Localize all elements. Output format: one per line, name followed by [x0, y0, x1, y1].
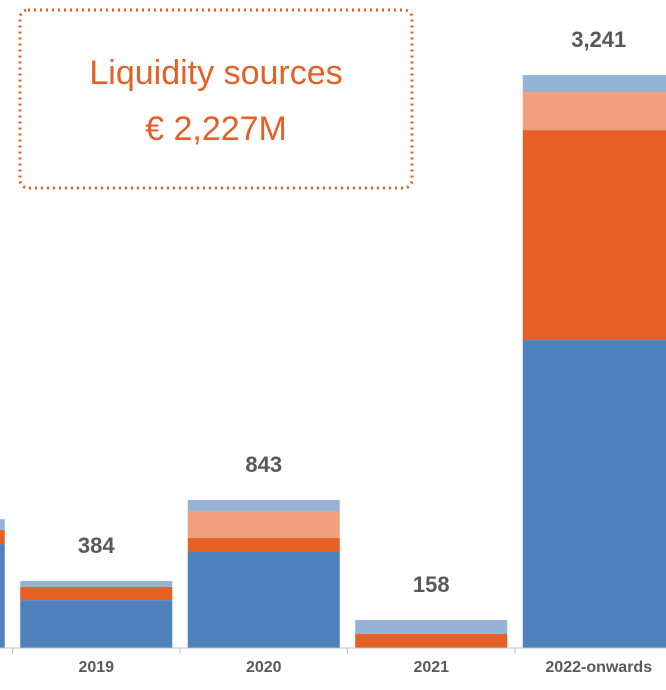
bar-segment — [187, 500, 340, 512]
total-label: 384 — [78, 533, 115, 558]
bar-segment — [522, 75, 666, 93]
x-tick-label: 2020 — [246, 659, 282, 676]
bar-segment — [355, 620, 508, 635]
bar-segment — [187, 511, 340, 539]
bar-segment — [522, 130, 666, 341]
bar-segment — [355, 634, 508, 648]
annotation-line: € 2,227M — [145, 110, 287, 148]
annotation-line: Liquidity sources — [89, 54, 342, 92]
annotation-box — [18, 8, 414, 190]
bar-segment — [522, 92, 666, 131]
bar-segment — [20, 581, 173, 588]
bar-segment — [187, 538, 340, 553]
x-tick-label: 2021 — [413, 659, 449, 676]
bar-segment — [0, 544, 5, 648]
total-label: 3,241 — [571, 27, 626, 52]
total-label: 158 — [413, 572, 450, 597]
bar-segment — [20, 587, 173, 601]
x-tick-label: 2022-onwards — [545, 659, 652, 676]
x-tick-label: 2019 — [78, 659, 114, 676]
bar-segment — [522, 340, 666, 648]
bar-segment — [20, 600, 173, 648]
bar-segment — [187, 552, 340, 648]
bar-segment — [0, 519, 5, 531]
total-label: 843 — [245, 452, 282, 477]
bar-segment — [0, 530, 5, 545]
